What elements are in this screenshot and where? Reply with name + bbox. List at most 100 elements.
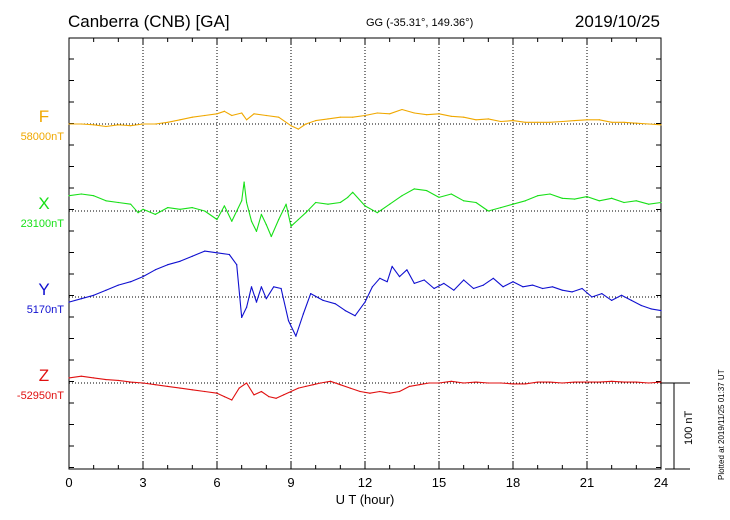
data-point-y: [611, 299, 613, 301]
data-point-z: [574, 381, 576, 383]
data-point-y: [463, 279, 465, 281]
data-point-z: [418, 384, 420, 386]
data-point-x: [80, 193, 82, 195]
data-point-z: [105, 379, 107, 381]
data-point-y: [130, 281, 132, 283]
series-line-y: [68, 250, 662, 337]
data-point-z: [93, 377, 95, 379]
data-point-x: [598, 200, 600, 202]
data-point-f: [315, 120, 317, 122]
data-point-z: [379, 390, 381, 393]
data-point-y: [80, 298, 82, 300]
series-line-f: [69, 108, 662, 130]
data-point-x: [223, 205, 225, 207]
data-point-z: [586, 381, 588, 383]
data-point-y: [204, 250, 206, 252]
data-point-f: [327, 118, 329, 120]
data-point-f: [611, 121, 613, 123]
data-point-z: [305, 385, 307, 387]
data-point-x: [426, 190, 428, 192]
data-point-y: [398, 276, 401, 278]
data-point-x: [290, 225, 292, 227]
data-point-z: [246, 382, 248, 384]
data-point-x: [549, 193, 551, 195]
data-point-y: [344, 310, 346, 312]
data-point-x: [305, 212, 307, 214]
data-point-z: [660, 381, 662, 383]
data-point-x: [297, 218, 299, 221]
data-point-y: [660, 310, 662, 312]
data-point-z: [408, 385, 410, 387]
data-point-y: [561, 289, 563, 291]
data-point-z: [463, 382, 465, 384]
data-point-f: [635, 122, 637, 124]
data-point-x: [376, 212, 378, 214]
data-point-x: [339, 201, 341, 204]
baseline-value-y: 5170nT: [27, 304, 65, 316]
data-point-z: [179, 387, 181, 389]
data-point-f: [167, 121, 169, 123]
x-tick-label: 15: [432, 475, 446, 490]
data-point-z: [450, 380, 452, 382]
data-point-x: [204, 210, 206, 212]
data-point-z: [389, 392, 391, 394]
data-point-f: [117, 124, 119, 126]
data-point-x: [574, 198, 576, 200]
data-point-y: [216, 252, 218, 254]
data-point-y: [433, 287, 435, 290]
data-point-y: [105, 289, 107, 291]
data-point-x: [623, 201, 625, 204]
data-point-f: [68, 123, 70, 125]
data-point-f: [179, 119, 181, 121]
data-point-y: [302, 313, 304, 315]
data-point-f: [426, 114, 428, 116]
data-point-f: [364, 114, 366, 117]
data-point-x: [438, 196, 440, 198]
data-point-x: [450, 193, 452, 195]
data-point-y: [522, 286, 524, 288]
data-point-z: [611, 380, 613, 382]
data-point-y: [502, 286, 504, 288]
data-point-f: [648, 123, 650, 125]
x-tick-label: 24: [654, 475, 668, 490]
series-name-z: Z: [39, 366, 49, 385]
data-point-y: [191, 255, 193, 257]
data-point-x: [241, 200, 243, 202]
data-point-y: [601, 293, 603, 295]
data-point-f: [623, 121, 625, 123]
data-point-z: [524, 383, 526, 385]
x-tick-label: 21: [580, 475, 594, 490]
data-point-y: [371, 286, 373, 288]
data-point-y: [310, 293, 312, 295]
series-line-z: [68, 375, 662, 401]
baseline-value-x: 23100nT: [21, 218, 65, 230]
data-point-x: [315, 201, 317, 204]
data-point-x: [270, 235, 272, 238]
x-tick-label: 6: [213, 475, 220, 490]
data-point-f: [265, 114, 267, 117]
data-point-x: [246, 201, 248, 204]
data-point-y: [179, 260, 181, 262]
data-point-f: [142, 123, 144, 125]
data-point-y: [386, 281, 388, 283]
data-point-y: [581, 287, 583, 290]
data-point-x: [635, 200, 637, 202]
data-point-f: [246, 119, 248, 121]
data-point-y: [142, 276, 144, 278]
data-point-f: [191, 116, 193, 118]
data-point-y: [482, 284, 484, 286]
plot-timestamp: Plotted at 2019/11/25 01:37 UT: [717, 369, 726, 480]
data-point-y: [273, 286, 275, 288]
data-point-f: [80, 123, 82, 125]
data-point-f: [401, 108, 403, 111]
data-point-y: [246, 306, 248, 308]
data-point-y: [280, 287, 282, 290]
data-point-y: [260, 286, 262, 288]
station-title: Canberra (CNB) [GA]: [68, 12, 230, 31]
data-point-z: [238, 387, 240, 389]
data-point-z: [438, 382, 440, 384]
data-point-x: [167, 207, 169, 209]
data-point-y: [236, 264, 238, 266]
data-point-y: [443, 282, 445, 284]
data-point-z: [598, 381, 600, 383]
